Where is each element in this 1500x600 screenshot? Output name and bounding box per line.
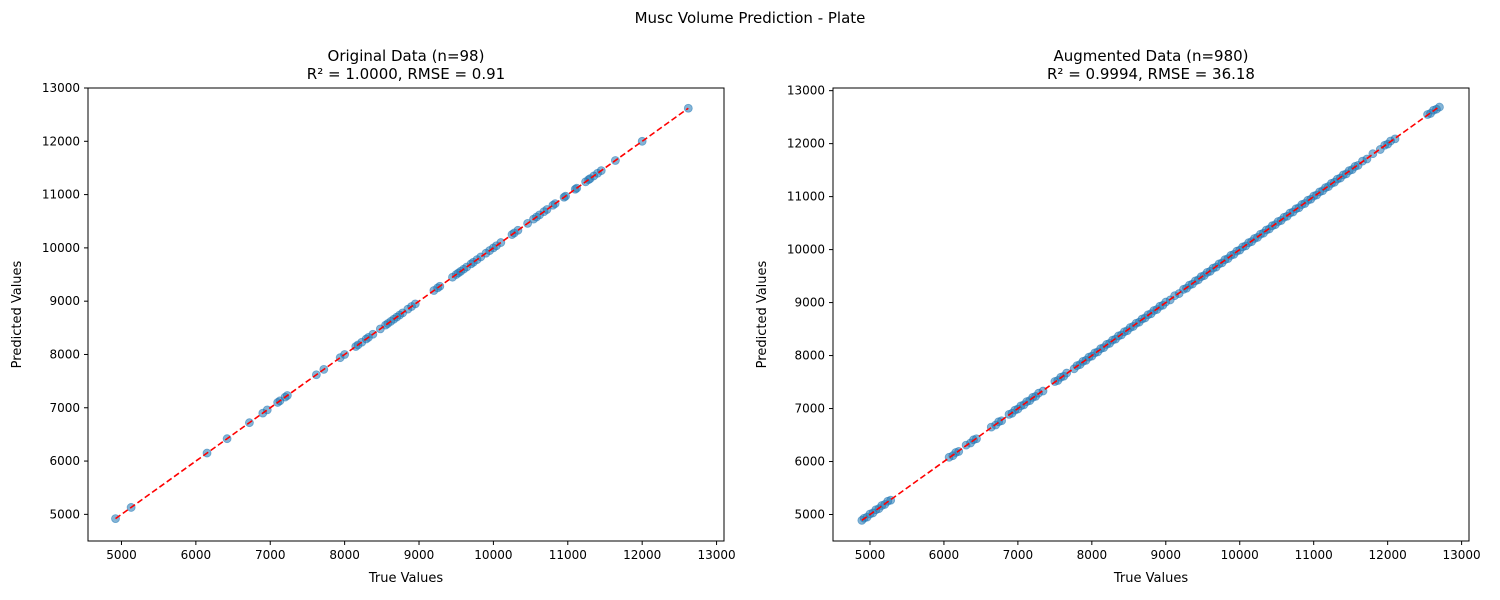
x-tick-label: 8000 (329, 548, 360, 562)
x-tick-label: 12000 (1369, 548, 1407, 562)
y-tick-label: 8000 (794, 349, 825, 363)
y-axis-label: Predicted Values (755, 260, 770, 368)
x-tick-label: 7000 (1003, 548, 1034, 562)
x-tick-label: 9000 (1151, 548, 1182, 562)
x-tick-label: 10000 (1221, 548, 1259, 562)
x-tick-label: 13000 (1443, 548, 1481, 562)
y-tick-label: 9000 (49, 294, 80, 308)
y-tick-label: 12000 (787, 137, 825, 151)
y-tick-label: 8000 (49, 347, 80, 361)
x-tick-label: 12000 (623, 548, 661, 562)
chart-title: Original Data (n=98) (328, 47, 485, 65)
y-tick-label: 13000 (42, 81, 80, 95)
chart-original-data: Original Data (n=98)R² = 1.0000, RMSE = … (10, 47, 736, 586)
data-point (683, 103, 693, 113)
y-tick-label: 11000 (42, 188, 80, 202)
y-tick-label: 10000 (787, 243, 825, 257)
y-tick-label: 6000 (49, 454, 80, 468)
chart-subtitle: R² = 0.9994, RMSE = 36.18 (1047, 65, 1255, 83)
figure-suptitle: Musc Volume Prediction - Plate (634, 9, 866, 27)
x-tick-label: 6000 (929, 548, 960, 562)
x-tick-label: 11000 (1295, 548, 1333, 562)
y-tick-label: 5000 (49, 507, 80, 521)
y-tick-label: 9000 (794, 296, 825, 310)
reference-line (115, 107, 689, 520)
chart-title: Augmented Data (n=980) (1053, 47, 1248, 65)
x-tick-label: 6000 (181, 548, 212, 562)
y-tick-label: 12000 (42, 134, 80, 148)
plot-frame (832, 87, 1470, 542)
plot-frame (87, 87, 725, 542)
chart-augmented-data: Augmented Data (n=980)R² = 0.9994, RMSE … (755, 47, 1481, 586)
y-tick-label: 11000 (787, 190, 825, 204)
y-tick-label: 7000 (49, 401, 80, 415)
x-tick-label: 10000 (474, 548, 512, 562)
y-tick-label: 5000 (794, 508, 825, 522)
data-point (1435, 102, 1444, 112)
x-axis-label: True Values (368, 571, 443, 586)
x-tick-label: 7000 (255, 548, 286, 562)
y-tick-label: 10000 (42, 241, 80, 255)
x-tick-label: 9000 (404, 548, 435, 562)
x-axis-label: True Values (1113, 571, 1188, 586)
y-axis-label: Predicted Values (10, 260, 25, 368)
y-tick-label: 6000 (794, 455, 825, 469)
x-tick-label: 8000 (1077, 548, 1108, 562)
y-tick-label: 7000 (794, 402, 825, 416)
chart-subtitle: R² = 1.0000, RMSE = 0.91 (307, 65, 505, 83)
y-tick-label: 13000 (787, 84, 825, 98)
x-tick-label: 5000 (106, 548, 137, 562)
x-tick-label: 5000 (855, 548, 886, 562)
x-tick-label: 13000 (697, 548, 735, 562)
x-tick-label: 11000 (549, 548, 587, 562)
reference-line (861, 105, 1440, 521)
